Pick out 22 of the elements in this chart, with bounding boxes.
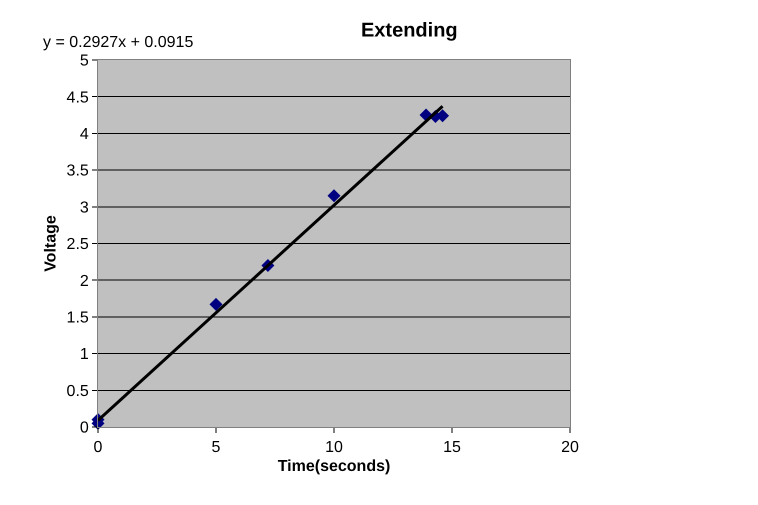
y-tick-label: 1.5 <box>66 310 89 326</box>
x-tick-label: 10 <box>325 439 343 456</box>
point <box>210 298 222 311</box>
y-axis-title: Voltage <box>42 215 60 272</box>
x-tick-label: 5 <box>212 439 221 456</box>
x-axis-title: Time(seconds) <box>278 458 390 475</box>
y-tick-label: 3.5 <box>66 162 89 180</box>
x-tick-label: 15 <box>443 439 461 456</box>
text: y = 0.2927x + 0.0915 <box>43 34 194 51</box>
x-tick-label: 20 <box>561 439 579 456</box>
y-tick-label: 0 <box>80 420 89 437</box>
y-tick-label: 1 <box>80 346 89 364</box>
y-tick-label: 2 <box>80 272 89 290</box>
y-tick-label: 5 <box>80 52 89 70</box>
y-tick-label: 4.5 <box>66 89 89 106</box>
y-tick-label: 4 <box>80 126 89 143</box>
chart-title: Extending <box>360 20 458 42</box>
y-tick-label: 3 <box>80 199 89 216</box>
y-tick-label: 0.5 <box>66 382 89 400</box>
x-tick-label: 0 <box>94 439 103 456</box>
y-tick-label: 2.5 <box>66 236 89 254</box>
point <box>328 189 340 202</box>
